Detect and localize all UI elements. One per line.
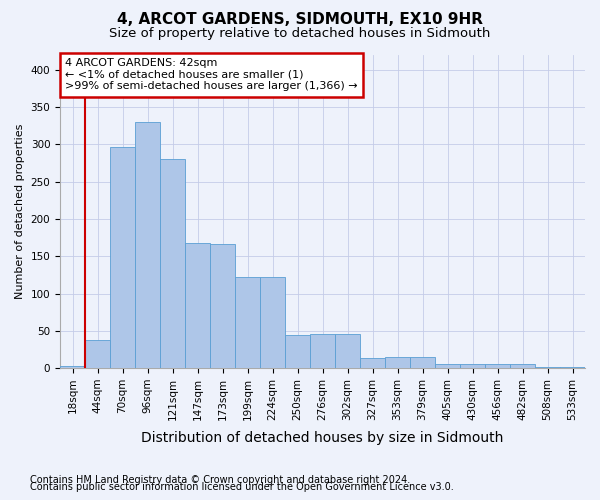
- Text: 4, ARCOT GARDENS, SIDMOUTH, EX10 9HR: 4, ARCOT GARDENS, SIDMOUTH, EX10 9HR: [117, 12, 483, 28]
- Bar: [185, 243, 210, 368]
- Y-axis label: Number of detached properties: Number of detached properties: [15, 124, 25, 299]
- Text: Contains public sector information licensed under the Open Government Licence v3: Contains public sector information licen…: [30, 482, 454, 492]
- Bar: [60, 366, 85, 368]
- Bar: [435, 364, 460, 368]
- Bar: [535, 366, 560, 368]
- Bar: [285, 335, 310, 368]
- Text: Size of property relative to detached houses in Sidmouth: Size of property relative to detached ho…: [109, 28, 491, 40]
- Bar: [210, 244, 235, 368]
- Bar: [135, 122, 160, 368]
- Bar: [410, 357, 435, 368]
- Bar: [160, 160, 185, 368]
- Bar: [560, 366, 585, 368]
- Bar: [310, 334, 335, 368]
- Bar: [510, 364, 535, 368]
- X-axis label: Distribution of detached houses by size in Sidmouth: Distribution of detached houses by size …: [142, 431, 504, 445]
- Bar: [485, 364, 510, 368]
- Text: Contains HM Land Registry data © Crown copyright and database right 2024.: Contains HM Land Registry data © Crown c…: [30, 475, 410, 485]
- Bar: [360, 358, 385, 368]
- Bar: [85, 340, 110, 368]
- Bar: [235, 277, 260, 368]
- Bar: [460, 364, 485, 368]
- Bar: [385, 357, 410, 368]
- Bar: [110, 146, 135, 368]
- Bar: [260, 277, 285, 368]
- Bar: [335, 334, 360, 368]
- Text: 4 ARCOT GARDENS: 42sqm
← <1% of detached houses are smaller (1)
>99% of semi-det: 4 ARCOT GARDENS: 42sqm ← <1% of detached…: [65, 58, 358, 92]
